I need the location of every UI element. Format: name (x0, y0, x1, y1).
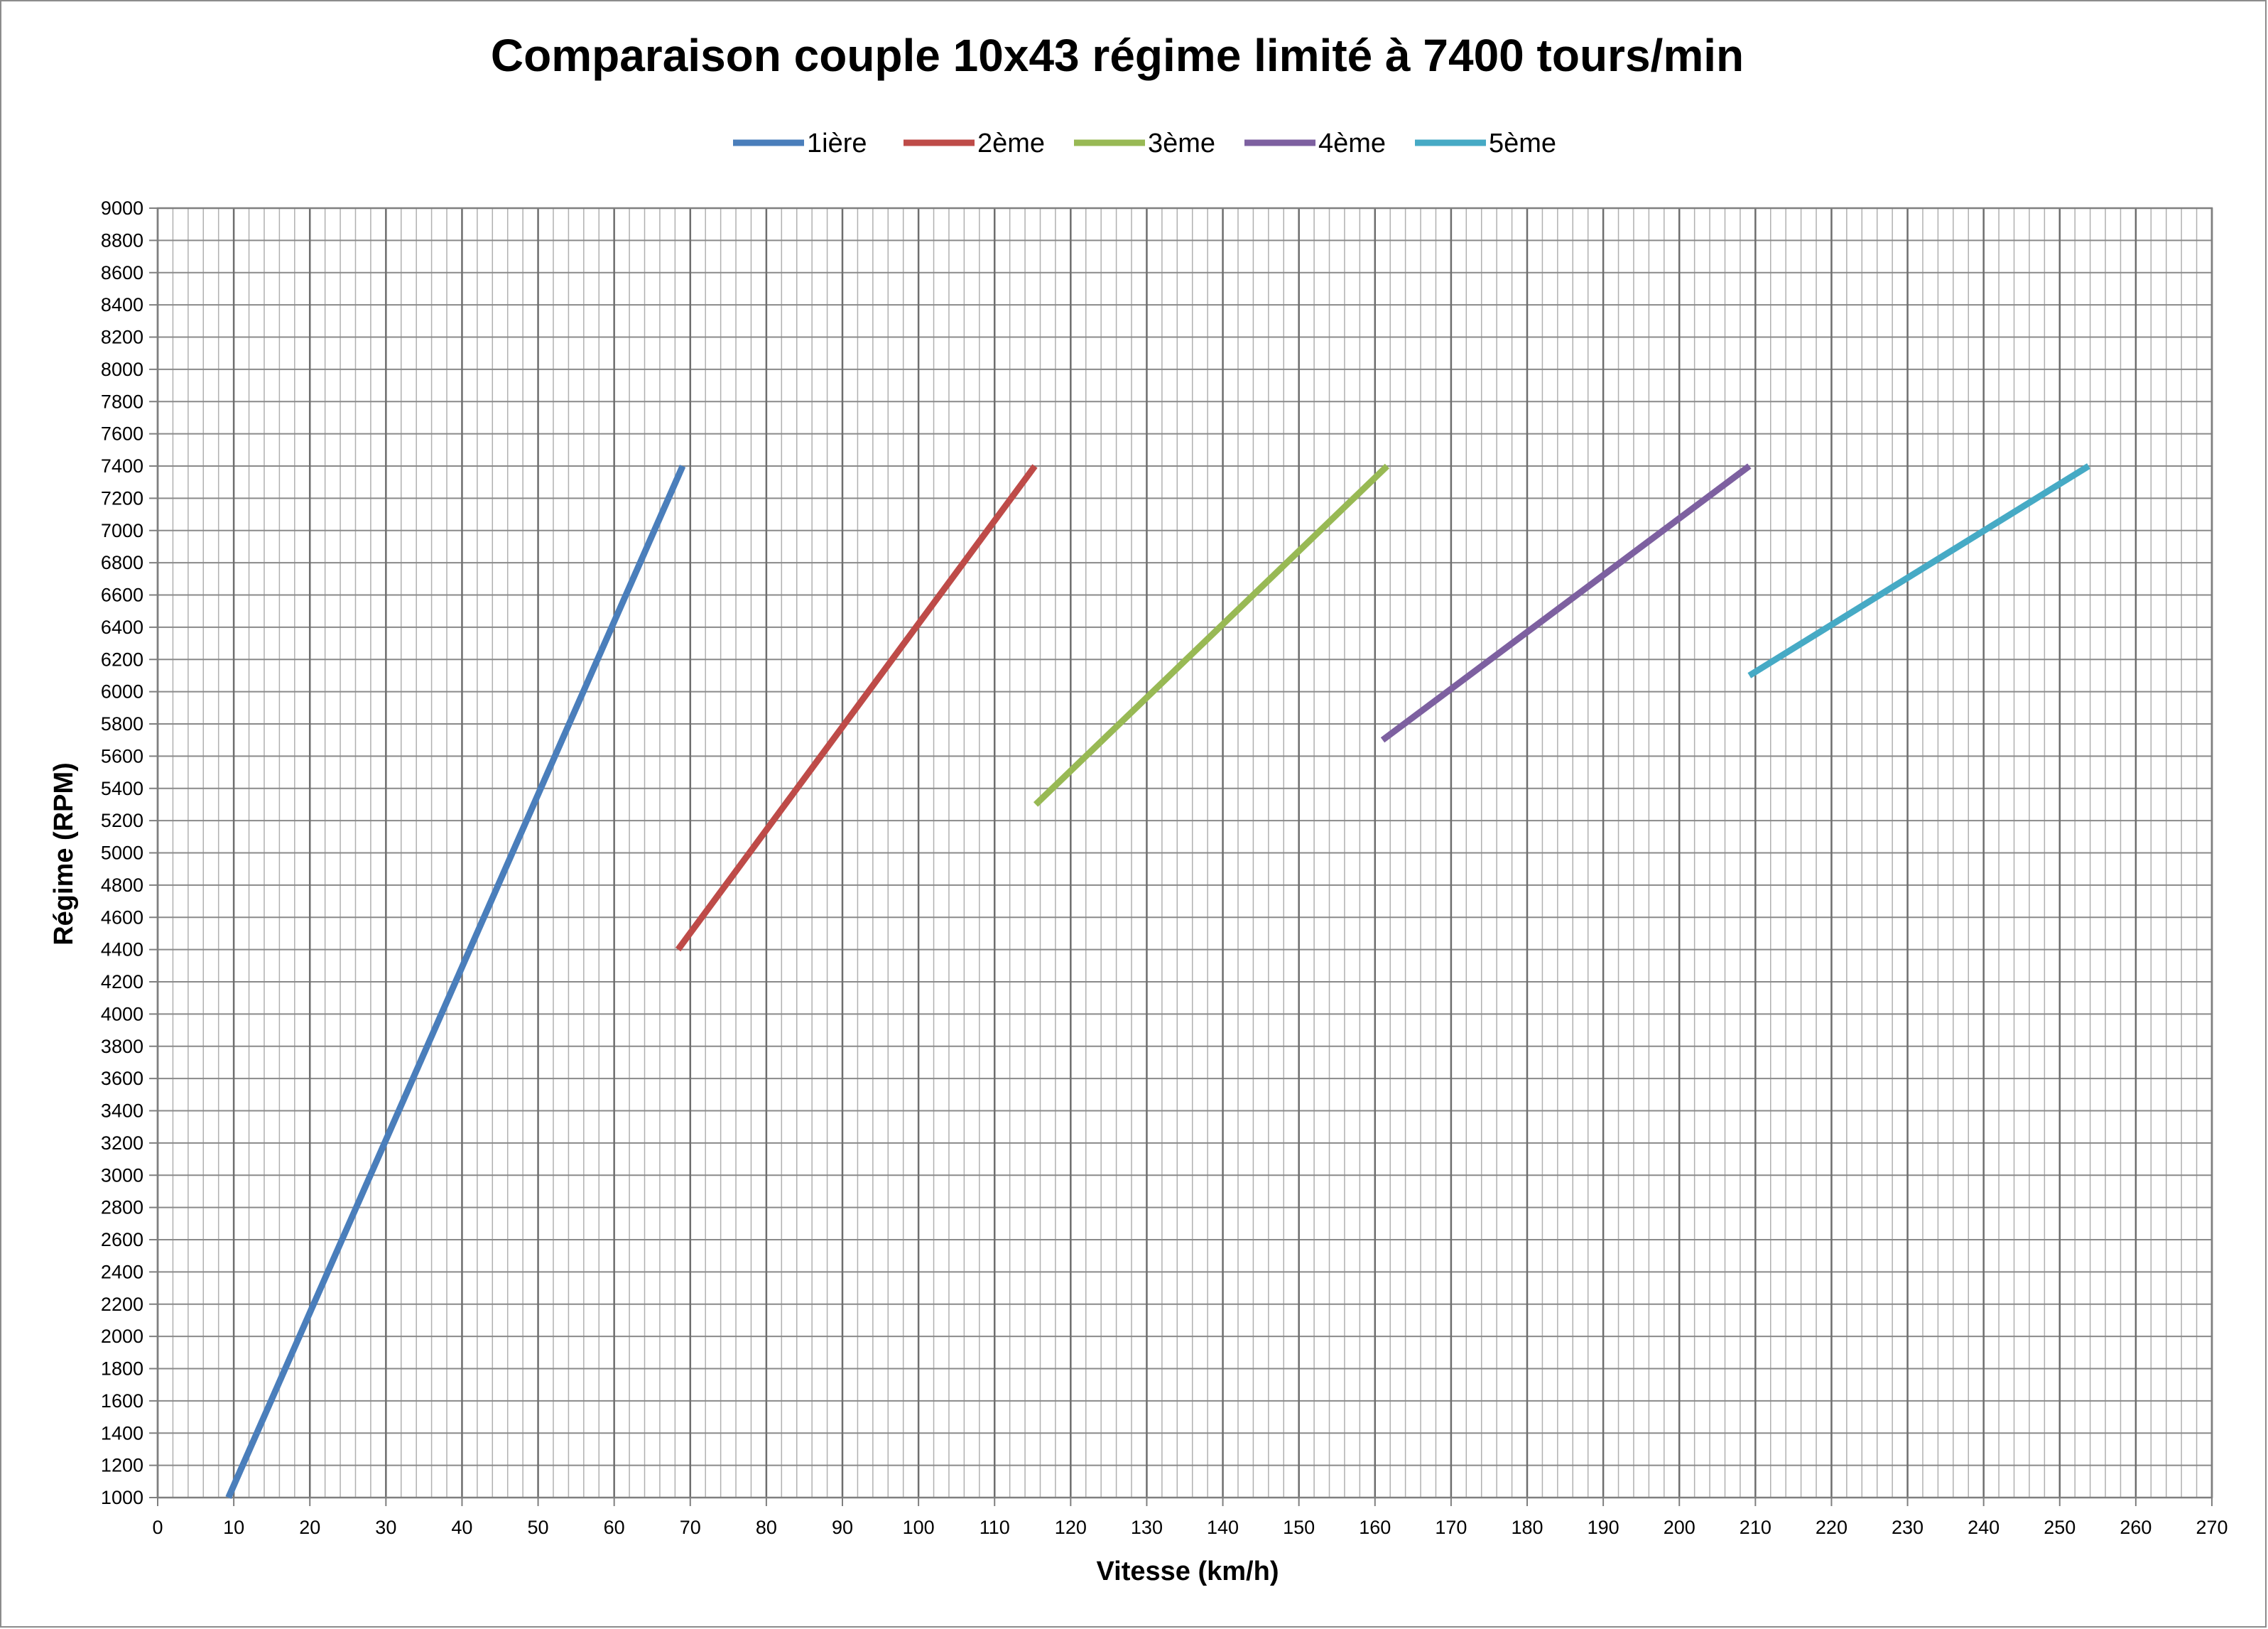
y-tick-label: 8800 (101, 229, 143, 251)
tick-labels: 1000120014001600180020002200240026002800… (101, 197, 2228, 1538)
x-tick-label: 70 (680, 1517, 701, 1538)
y-tick-label: 6200 (101, 649, 143, 670)
y-tick-label: 6400 (101, 617, 143, 638)
x-tick-label: 120 (1055, 1517, 1087, 1538)
x-tick-label: 0 (152, 1517, 163, 1538)
y-tick-label: 6800 (101, 552, 143, 573)
x-tick-label: 270 (2196, 1517, 2228, 1538)
y-tick-label: 6000 (101, 681, 143, 703)
x-tick-label: 10 (223, 1517, 244, 1538)
x-tick-label: 110 (980, 1517, 1010, 1538)
x-tick-label: 220 (1816, 1517, 1848, 1538)
y-tick-label: 4000 (101, 1003, 143, 1024)
series-line-2 (675, 464, 1038, 952)
y-tick-label: 2400 (101, 1261, 143, 1282)
y-tick-label: 3000 (101, 1164, 143, 1186)
series-line-4 (1380, 463, 1752, 743)
x-tick-label: 170 (1435, 1517, 1467, 1538)
y-tick-label: 3400 (101, 1100, 143, 1122)
y-tick-label: 8200 (101, 327, 143, 348)
series-line-5 (1747, 463, 2090, 678)
x-tick-label: 260 (2120, 1517, 2152, 1538)
x-tick-label: 160 (1359, 1517, 1391, 1538)
y-tick-label: 4200 (101, 971, 143, 992)
y-tick-label: 4800 (101, 875, 143, 896)
x-tick-label: 20 (299, 1517, 320, 1538)
y-tick-label: 1800 (101, 1358, 143, 1380)
y-tick-label: 7800 (101, 391, 143, 412)
y-tick-label: 4600 (101, 906, 143, 928)
x-tick-label: 180 (1511, 1517, 1543, 1538)
x-tick-label: 130 (1131, 1517, 1163, 1538)
y-tick-label: 5800 (101, 713, 143, 735)
y-tick-label: 2600 (101, 1229, 143, 1250)
y-tick-label: 2800 (101, 1197, 143, 1218)
x-tick-label: 140 (1207, 1517, 1239, 1538)
y-axis-title: Régime (RPM) (49, 762, 79, 946)
x-tick-label: 190 (1588, 1517, 1619, 1538)
x-tick-label: 200 (1664, 1517, 1695, 1538)
x-tick-label: 40 (451, 1517, 472, 1538)
x-tick-label: 250 (2044, 1517, 2076, 1538)
legend-label-2: 2ème (977, 129, 1045, 158)
x-tick-label: 210 (1740, 1517, 1771, 1538)
y-tick-label: 5200 (101, 810, 143, 831)
x-tick-label: 80 (756, 1517, 777, 1538)
legend-label-1: 1ière (807, 129, 867, 158)
y-tick-label: 1000 (101, 1487, 143, 1508)
y-tick-label: 7600 (101, 423, 143, 445)
y-tick-label: 2200 (101, 1294, 143, 1315)
x-tick-label: 60 (604, 1517, 625, 1538)
y-tick-label: 3200 (101, 1132, 143, 1154)
x-tick-label: 50 (528, 1517, 549, 1538)
x-tick-label: 30 (375, 1517, 396, 1538)
legend-label-3: 3ème (1148, 129, 1215, 158)
legend-label-5: 5ème (1489, 129, 1556, 158)
y-tick-label: 8400 (101, 294, 143, 315)
x-tick-label: 230 (1892, 1517, 1924, 1538)
series-line-1 (225, 465, 686, 1499)
y-tick-label: 3600 (101, 1068, 143, 1089)
y-tick-label: 1600 (101, 1390, 143, 1412)
x-tick-label: 240 (1968, 1517, 2000, 1538)
y-tick-label: 8000 (101, 359, 143, 380)
y-tick-label: 2000 (101, 1326, 143, 1347)
y-tick-label: 3800 (101, 1036, 143, 1057)
x-tick-label: 100 (903, 1517, 935, 1538)
legend: 1ière 2ème 3ème 4ème 5ème (733, 129, 1556, 158)
y-tick-label: 5600 (101, 745, 143, 767)
y-tick-label: 5000 (101, 843, 143, 864)
series-lines (225, 463, 2090, 1499)
x-tick-label: 90 (832, 1517, 853, 1538)
x-axis-title: Vitesse (km/h) (1097, 1557, 1279, 1586)
y-tick-label: 1200 (101, 1455, 143, 1476)
y-tick-label: 7200 (101, 487, 143, 509)
y-tick-label: 4400 (101, 939, 143, 960)
y-tick-label: 1400 (101, 1422, 143, 1444)
y-tick-label: 7400 (101, 455, 143, 477)
y-tick-label: 6600 (101, 585, 143, 606)
y-tick-label: 8600 (101, 262, 143, 283)
legend-label-4: 4ème (1318, 129, 1386, 158)
y-tick-label: 9000 (101, 197, 143, 219)
y-tick-label: 7000 (101, 520, 143, 541)
chart-title: Comparaison couple 10x43 régime limité à… (491, 30, 1744, 81)
x-tick-label: 150 (1283, 1517, 1315, 1538)
y-tick-label: 5400 (101, 778, 143, 799)
series-line-3 (1033, 463, 1390, 807)
grid (156, 207, 2213, 1499)
